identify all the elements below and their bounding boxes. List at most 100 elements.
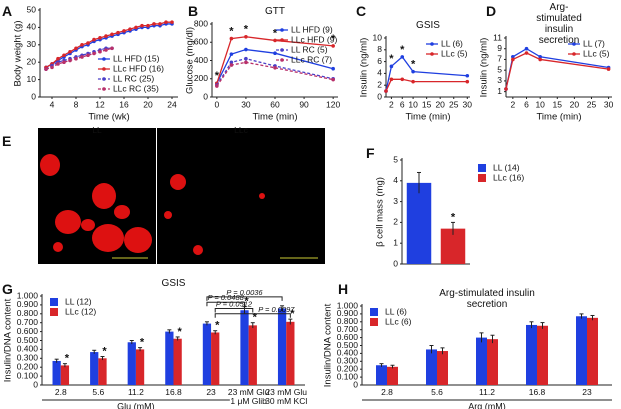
marker [74, 56, 78, 61]
legend-swatch [478, 164, 486, 172]
x-tick-label: 11.2 [127, 387, 144, 397]
y-axis-label: Insulin (ng/ml) [359, 38, 370, 98]
legend-label: LL RC (5) [291, 44, 328, 54]
significance: * [177, 326, 182, 338]
x-tick-label: 12 [95, 99, 105, 109]
legend-swatch [478, 174, 486, 182]
legend-marker [572, 52, 576, 56]
marker [80, 55, 84, 59]
bar [90, 352, 99, 385]
marker [511, 54, 515, 59]
y-tick-label: 4 [377, 68, 382, 78]
x-tick-label: 16.8 [165, 387, 182, 397]
y-tick-label: 1 [497, 86, 502, 96]
y-tick-label: 0.800 [17, 308, 39, 318]
x-tick-label: 20 [570, 99, 580, 109]
marker [86, 53, 90, 58]
series-line [45, 23, 172, 68]
x-tick-label: 2 [389, 99, 394, 109]
chart-title: Arg-stimulated insulin secretion [536, 2, 582, 46]
y-tick-label: 0.700 [337, 324, 359, 334]
y-tick-label: 0.100 [17, 370, 39, 380]
y-tick-label: 8 [377, 44, 382, 54]
marker [152, 22, 156, 26]
significance: * [400, 44, 405, 56]
legend-swatch [370, 308, 378, 316]
legend-label: LL (6) [441, 38, 463, 48]
marker [62, 53, 66, 58]
x-axis-label: Arg (mM) [468, 401, 506, 409]
y-tick-label: 600 [194, 37, 208, 47]
marker [229, 63, 234, 67]
marker [104, 48, 108, 52]
marker [465, 73, 470, 78]
legend-marker [572, 42, 576, 46]
x-tick-label: 24 [167, 99, 177, 109]
series-line [505, 52, 609, 90]
bar [165, 331, 174, 385]
marker [524, 51, 529, 55]
legend-label: LLc (5) [441, 48, 468, 58]
bar [387, 366, 398, 385]
marker [400, 55, 405, 59]
y-tick-label: 0.400 [17, 344, 39, 354]
marker [80, 43, 84, 47]
legend-label: LLc HFD (9) [291, 34, 337, 44]
y-tick-label: 800 [194, 18, 208, 28]
legend-label: LL RC (25) [113, 73, 154, 83]
y-tick-label: 20 [27, 56, 37, 66]
y-tick-label: 3 [393, 196, 398, 206]
marker [411, 79, 415, 84]
marker [229, 36, 234, 41]
y-tick-label: 50 [27, 4, 37, 14]
significance: * [215, 70, 220, 82]
x-axis-label: Time (wk) [88, 112, 129, 123]
marker [606, 67, 611, 71]
marker [331, 77, 335, 82]
legend-swatch [50, 298, 58, 306]
marker [104, 34, 108, 38]
marker [158, 22, 162, 26]
x-tick-label: 60 [270, 99, 280, 109]
significance: * [253, 312, 258, 324]
panel-letter: F [366, 145, 375, 161]
y-tick-label: 0 [203, 91, 208, 101]
marker [273, 38, 277, 43]
significance: * [215, 320, 220, 332]
chart-title: Arg-stimulated insulin secretion [439, 288, 535, 310]
x-tick-label: 10 [408, 99, 418, 109]
x-tick-label: 23 mM Glu 30 mM KCl [265, 387, 308, 407]
legend-label: LLc RC (7) [291, 54, 332, 64]
x-tick-label: 6 [400, 99, 405, 109]
significance: * [331, 33, 336, 45]
bar [587, 317, 598, 385]
marker [128, 27, 132, 31]
bar [487, 339, 498, 385]
significance: * [451, 211, 456, 223]
y-tick-label: 30 [27, 39, 37, 49]
x-tick-label: 23 [582, 387, 592, 397]
y-tick-label: 0.300 [337, 356, 359, 366]
bar [135, 349, 145, 385]
micrographs [38, 128, 325, 264]
x-tick-label: 5.6 [92, 387, 105, 397]
legend-label: LL HFD (15) [113, 53, 160, 63]
bar [537, 325, 548, 385]
legend-marker [430, 42, 434, 46]
x-tick-label: 2 [510, 99, 515, 109]
x-tick-label: 23 mM Glu 1 μM Glib [227, 387, 270, 407]
bar [211, 332, 220, 385]
panel-letter: G [2, 281, 13, 297]
y-tick-label: 0.100 [337, 371, 359, 381]
y-tick-label: 400 [194, 55, 208, 65]
legend-marker [102, 67, 106, 71]
marker [134, 25, 138, 30]
marker [400, 77, 405, 82]
y-axis-label: Body weight (g) [13, 20, 24, 86]
chart-title: GSIS [161, 278, 186, 289]
y-tick-label: 0 [31, 91, 36, 101]
marker [244, 47, 248, 52]
bar [576, 316, 587, 385]
significance: * [140, 337, 145, 349]
legend-label: LLc (12) [65, 306, 96, 316]
